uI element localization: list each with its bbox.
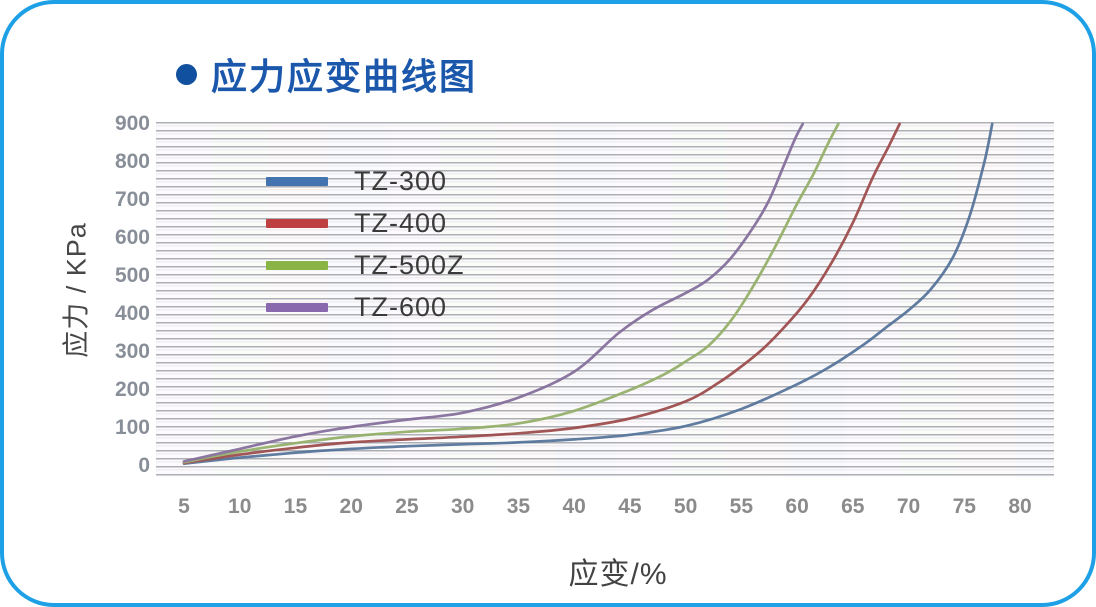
legend-swatch: [266, 260, 328, 270]
x-tick-label: 55: [729, 495, 754, 518]
x-tick-label: 25: [395, 495, 419, 518]
legend-label: TZ-600: [354, 291, 448, 322]
legend-swatch: [266, 302, 328, 312]
y-tick-label: 300: [114, 340, 150, 363]
x-tick-label: 40: [562, 495, 586, 518]
legend: TZ-300 TZ-400 TZ-500Z TZ-600: [266, 160, 465, 328]
y-tick-label: 800: [114, 150, 150, 173]
curve-tz-600: [182, 122, 805, 463]
y-axis-title: 应力 / KPa: [61, 222, 92, 358]
legend-item-tz-300: TZ-300: [266, 160, 465, 202]
x-tick-label: 20: [339, 495, 363, 518]
x-tick-label: 45: [618, 495, 642, 518]
y-axis-ticks: 0 100 200 300 400 500 600 700 800 900: [60, 112, 150, 477]
x-tick-label: 5: [178, 495, 190, 518]
y-tick-label: 0: [138, 454, 150, 477]
x-tick-label: 70: [896, 495, 921, 518]
legend-label: TZ-500Z: [354, 249, 465, 280]
x-tick-label: 60: [785, 495, 809, 518]
x-tick-label: 80: [1008, 495, 1032, 518]
x-tick-label: 10: [228, 495, 252, 518]
legend-item-tz-500z: TZ-500Z: [266, 244, 465, 286]
plot-area: TZ-300 TZ-400 TZ-500Z TZ-600: [156, 122, 1054, 477]
y-tick-label: 100: [114, 416, 150, 439]
curve-tz-500z: [182, 122, 840, 464]
legend-swatch: [266, 176, 328, 186]
x-tick-label: 35: [506, 495, 531, 518]
x-tick-label: 75: [952, 495, 976, 518]
y-tick-label: 400: [114, 302, 150, 325]
y-tick-label: 900: [114, 112, 150, 135]
legend-label: TZ-400: [354, 207, 448, 238]
legend-label: TZ-300: [354, 165, 448, 196]
y-tick-label: 700: [114, 188, 150, 211]
legend-swatch: [266, 218, 328, 228]
curve-tz-400: [182, 122, 901, 465]
bullet-icon: [176, 63, 197, 85]
x-axis-ticks: 5 10 15 20 25 30 35 40 45 50 55 60 65 70 75 80: [156, 495, 1054, 523]
x-tick-label: 50: [673, 495, 698, 518]
curve-tz-300: [182, 122, 994, 466]
x-tick-label: 15: [283, 495, 308, 518]
x-tick-label: 30: [450, 495, 475, 518]
x-tick-label: 65: [841, 495, 865, 518]
y-tick-label: 200: [114, 378, 150, 401]
y-tick-label: 500: [114, 264, 150, 287]
y-tick-label: 600: [114, 226, 150, 249]
legend-item-tz-600: TZ-600: [266, 286, 465, 328]
legend-item-tz-400: TZ-400: [266, 202, 465, 244]
chart-header: 应力应变曲线图: [176, 48, 477, 100]
curves-layer: [182, 122, 994, 466]
x-axis-title: 应变/%: [568, 558, 668, 591]
chart-title: 应力应变曲线图: [211, 56, 478, 97]
